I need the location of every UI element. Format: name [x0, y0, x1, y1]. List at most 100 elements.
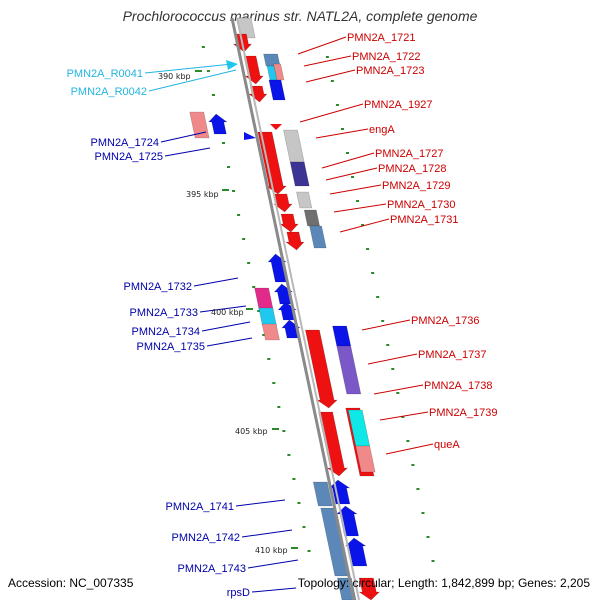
gene-glyph-pmn2a-1737[interactable]: [336, 345, 362, 395]
scale-dot-right: [391, 368, 395, 370]
gene-glyph-pmn2a-1927[interactable]: [270, 124, 282, 130]
scale-dot-left: [252, 286, 256, 288]
scale-label-400: 400 kbp: [211, 308, 244, 317]
leader-line-forward: [315, 128, 369, 139]
gene-glyph-pmn2a-1725[interactable]: [208, 113, 228, 135]
gene-glyph-pmn2a-1731-slate[interactable]: [309, 225, 327, 249]
gene-glyph-pmn2a-1727[interactable]: [283, 129, 305, 163]
scale-dot-left: [227, 166, 231, 168]
leader-line-forward: [325, 167, 378, 181]
gene-glyph-pmn2a-1728[interactable]: [289, 161, 310, 187]
gene-glyph-pmn2a-1735[interactable]: [261, 323, 280, 341]
gene-label-pmn2a-1741[interactable]: PMN2A_1741: [166, 501, 235, 513]
gene-glyph-pmn2a-1736-blue[interactable]: [332, 325, 352, 347]
scale-dot-left: [297, 502, 301, 504]
leader-line-reverse: [199, 305, 247, 313]
gene-glyph-pmn2a-1741-slate[interactable]: [312, 481, 333, 507]
gene-label-pmn2a-1731[interactable]: PMN2A_1731: [390, 214, 459, 226]
scale-label-405: 405 kbp: [235, 427, 268, 436]
gene-label-pmn2a-1735[interactable]: PMN2A_1735: [137, 341, 206, 353]
gene-label-pmn2a-1727[interactable]: PMN2A_1727: [375, 148, 444, 160]
gene-label-pmn2a-1729[interactable]: PMN2A_1729: [382, 180, 451, 192]
gene-glyph-pmn2a-1723-blue[interactable]: [268, 79, 286, 101]
scale-dot-left: [287, 454, 291, 456]
scale-dot-right: [411, 464, 415, 466]
gene-label-pmn2a-1743[interactable]: PMN2A_1743: [178, 563, 247, 575]
gene-label-pmn2a-1738[interactable]: PMN2A_1738: [424, 380, 493, 392]
gene-glyph-pmn2a-1731-a[interactable]: [279, 213, 299, 233]
gene-label-pmn2a-1733[interactable]: PMN2A_1733: [130, 307, 199, 319]
topology-text: Topology: circular; Length: 1,842,899 bp…: [297, 576, 590, 590]
gene-label-pmn2a-1722[interactable]: PMN2A_1722: [352, 51, 421, 63]
gene-label-pmn2a-1737[interactable]: PMN2A_1737: [418, 349, 487, 361]
gene-glyph-rpsd-red[interactable]: [358, 577, 381, 600]
leader-line-forward: [329, 184, 382, 195]
gene-label-pmn2a-1723[interactable]: PMN2A_1723: [356, 65, 425, 77]
backbone-line-inner: [236, 17, 360, 600]
gene-label-quea[interactable]: queA: [434, 439, 460, 451]
scale-dot-right: [386, 344, 390, 346]
scale-major-tick: [272, 428, 279, 430]
scale-dot-right: [335, 104, 339, 106]
leader-line-forward: [333, 203, 387, 213]
gene-glyph-pmn2a-1731[interactable]: [285, 231, 305, 251]
gene-glyph-pmn2a-1733[interactable]: [254, 287, 274, 311]
gene-glyph-pmn2a-1734[interactable]: [258, 307, 277, 327]
gene-label-pmn2a-1739[interactable]: PMN2A_1739: [429, 407, 498, 419]
gene-label-rpsd[interactable]: rpsD: [227, 587, 250, 599]
gene-glyph-pmn2a-1730-grey[interactable]: [296, 191, 313, 209]
gene-label-pmn2a-1927[interactable]: PMN2A_1927: [364, 99, 433, 111]
scale-dot-left: [277, 406, 281, 408]
leader-line-forward: [321, 152, 375, 169]
leader-line-reverse: [201, 321, 251, 332]
gene-label-pmn2a-1725[interactable]: PMN2A_1725: [95, 151, 164, 163]
gene-label-pmn2a-1736[interactable]: PMN2A_1736: [411, 315, 480, 327]
gene-glyph-pmn2a-1724[interactable]: [189, 111, 210, 139]
scale-dot-right: [325, 56, 329, 58]
leader-line-reverse: [164, 147, 211, 157]
scale-dot-left: [221, 142, 225, 144]
leader-line-forward: [303, 55, 352, 67]
leader-line-reverse: [247, 559, 299, 569]
leader-line-reverse: [193, 277, 239, 287]
gene-label-pmn2a-r0042[interactable]: PMN2A_R0042: [71, 86, 147, 98]
scale-dot-right: [426, 536, 430, 538]
gene-label-pmn2a-1721[interactable]: PMN2A_1721: [347, 32, 416, 44]
gene-glyph-pmn2a-1723b[interactable]: [248, 85, 268, 103]
leader-line-reverse: [241, 529, 293, 538]
leader-line-forward: [373, 384, 424, 395]
leader-line-reverse: [206, 337, 253, 347]
gene-label-enga[interactable]: engA: [369, 124, 395, 136]
gene-glyph-pmn2a-1730[interactable]: [303, 209, 320, 227]
gene-glyph-pmn2a-1725b[interactable]: [244, 132, 256, 140]
gene-glyph-pmn2a-1742-arrow[interactable]: [336, 505, 359, 537]
gene-label-pmn2a-1742[interactable]: PMN2A_1742: [172, 532, 241, 544]
gene-label-pmn2a-1724[interactable]: PMN2A_1724: [91, 137, 160, 149]
accession-text: Accession: NC_007335: [8, 576, 134, 590]
gene-label-pmn2a-1734[interactable]: PMN2A_1734: [132, 326, 201, 338]
gene-glyph-pmn2a-r0041[interactable]: [226, 60, 238, 70]
scale-dot-left: [206, 70, 210, 72]
gene-label-pmn2a-r0041[interactable]: PMN2A_R0041: [67, 68, 143, 80]
scale-dot-left: [292, 478, 296, 480]
leader-line-rna: [144, 63, 233, 74]
leader-line-reverse: [160, 131, 207, 143]
scale-dot-left: [247, 262, 251, 264]
scale-dot-right: [376, 296, 380, 298]
scale-dot-right: [345, 152, 349, 154]
gene-label-pmn2a-1730[interactable]: PMN2A_1730: [387, 199, 456, 211]
scale-dot-left: [211, 94, 215, 96]
leader-line-forward: [299, 103, 364, 123]
gene-glyph-pmn2a-1736[interactable]: [305, 329, 338, 409]
gene-glyph-pmn2a-1739[interactable]: [318, 411, 349, 477]
gene-label-pmn2a-1732[interactable]: PMN2A_1732: [124, 281, 193, 293]
gene-glyph-quea[interactable]: [355, 445, 376, 473]
gene-glyph-pmn2a-1723-pink[interactable]: [273, 63, 285, 81]
gene-label-pmn2a-1728[interactable]: PMN2A_1728: [378, 163, 447, 175]
scale-dot-right: [351, 176, 355, 178]
scale-dot-right: [416, 488, 420, 490]
scale-dot-left: [232, 190, 236, 192]
scale-dot-left: [257, 310, 261, 312]
